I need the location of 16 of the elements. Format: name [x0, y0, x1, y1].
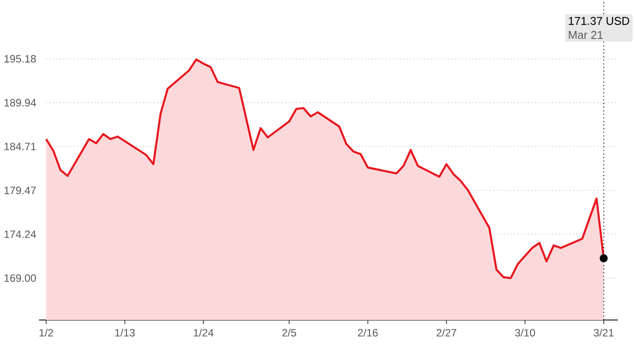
- y-tick-label: 169.00: [4, 274, 36, 282]
- x-tick-label: 2/5: [282, 328, 296, 337]
- x-tick-label: 1/24: [194, 328, 214, 337]
- y-tick-label: 184.71: [4, 142, 36, 150]
- x-tick-label: 3/10: [515, 328, 536, 337]
- annotation: Mar 21: [568, 30, 603, 39]
- y-tick-label: 174.24: [4, 230, 36, 238]
- annotation: 171.37 USD: [568, 16, 630, 25]
- x-tick-label: 1/13: [115, 328, 135, 337]
- x-tick-label: 3/21: [594, 328, 614, 337]
- x-tick-label: 2/27: [436, 328, 456, 337]
- y-tick-label: 195.18: [4, 55, 36, 63]
- y-tick-label: 179.47: [4, 186, 36, 194]
- y-tick-label: 189.94: [4, 98, 36, 106]
- x-tick-label: 2/16: [358, 328, 378, 337]
- x-tick-label: 1/2: [40, 328, 54, 337]
